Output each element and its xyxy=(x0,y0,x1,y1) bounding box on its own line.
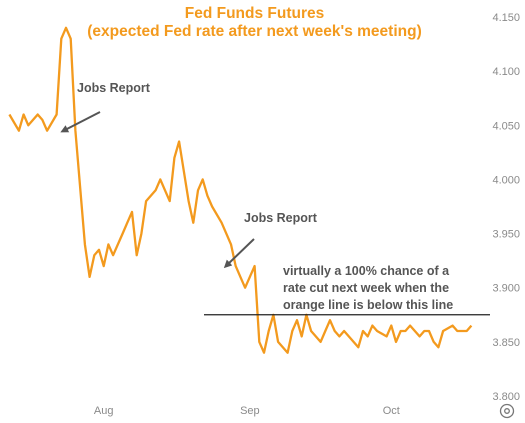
y-tick-label: 3.950 xyxy=(492,229,520,241)
y-axis-ticks: 4.150 4.100 4.050 4.000 3.950 3.900 3.850 3.800 xyxy=(492,12,520,403)
y-tick-label: 4.050 xyxy=(492,120,520,132)
y-tick-label: 3.850 xyxy=(492,337,520,349)
annotation-arrow-2 xyxy=(223,238,255,269)
annotation-jobs-report-1: Jobs Report xyxy=(77,81,150,95)
chart-title: Fed Funds Futures xyxy=(184,5,325,22)
y-tick-label: 3.800 xyxy=(492,391,520,403)
y-tick-label: 3.900 xyxy=(492,283,520,295)
y-tick-label: 4.150 xyxy=(492,12,520,24)
x-tick-label: Oct xyxy=(383,405,400,417)
threshold-note-line-3: orange line is below this line xyxy=(283,298,454,312)
x-tick-label: Sep xyxy=(240,405,260,417)
threshold-note-line-1: virtually a 100% chance of a xyxy=(283,264,450,278)
gear-icon[interactable] xyxy=(499,403,515,419)
annotation-jobs-report-2: Jobs Report xyxy=(244,211,317,225)
threshold-note-line-2: rate cut next week when the xyxy=(283,281,450,295)
y-tick-label: 4.100 xyxy=(492,66,520,78)
y-tick-label: 4.000 xyxy=(492,174,520,186)
series-line xyxy=(8,26,473,354)
x-tick-label: Aug xyxy=(94,405,114,417)
annotation-arrow-1 xyxy=(60,111,101,133)
chart-subtitle: (expected Fed rate after next week's mee… xyxy=(87,23,422,40)
x-axis-ticks: Aug Sep Oct xyxy=(94,405,400,417)
